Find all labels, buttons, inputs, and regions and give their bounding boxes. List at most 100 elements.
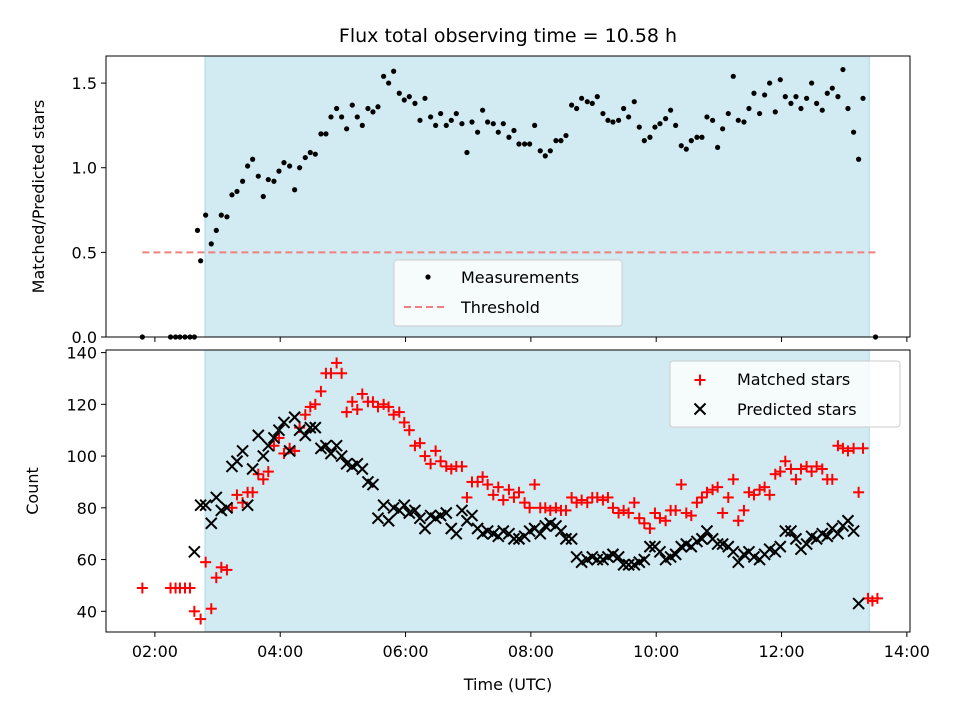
- measurement-point: [433, 122, 439, 129]
- bottom-legend-box: [669, 360, 901, 428]
- predicted-star-point: [398, 499, 411, 512]
- predicted-star-point: [371, 511, 385, 525]
- measurement-point: [464, 149, 470, 156]
- measurement-point: [506, 134, 512, 140]
- predicted-star-point: [847, 524, 860, 538]
- predicted-star-point: [774, 540, 787, 553]
- matched-star-point: [247, 486, 259, 498]
- matched-star-point: [743, 486, 755, 498]
- measurement-point: [443, 122, 449, 129]
- matched-star-point: [644, 523, 656, 535]
- matched-star-point: [356, 388, 368, 400]
- predicted-star-point: [246, 462, 259, 476]
- legend-dot: [425, 274, 431, 280]
- matched-star-point: [205, 603, 217, 615]
- matched-star-point: [623, 507, 635, 519]
- measurement-point: [657, 121, 663, 127]
- matched-star-point: [398, 416, 410, 428]
- matched-star-points: [136, 357, 883, 625]
- matched-star-point: [857, 442, 869, 454]
- measurement-point: [422, 95, 428, 101]
- predicted-star-point: [612, 550, 625, 564]
- measurement-point: [829, 85, 835, 91]
- measurement-point: [276, 168, 282, 174]
- measurement-point: [224, 214, 230, 220]
- measurement-point: [495, 129, 501, 135]
- predicted-star-point: [194, 499, 207, 512]
- matched-star-point: [685, 510, 697, 522]
- measurement-point: [777, 77, 783, 83]
- predicted-star-point: [283, 444, 296, 458]
- measurement-point: [260, 193, 266, 200]
- measurement-point: [725, 110, 731, 117]
- measurement-point: [312, 151, 318, 157]
- x-tick-label: 08:00: [508, 642, 554, 661]
- matched-star-point: [529, 479, 541, 491]
- measurement-point: [668, 107, 674, 113]
- measurement-point: [788, 100, 794, 106]
- measurement-point: [265, 176, 271, 183]
- measurement-point: [349, 102, 355, 108]
- matched-star-point: [409, 440, 421, 452]
- matched-star-point: [571, 497, 583, 509]
- measurement-point: [459, 121, 465, 127]
- bottom-y-ticks: 40 60 80 100 120 140: [66, 344, 106, 621]
- measurement-point: [579, 95, 585, 101]
- matched-star-point: [774, 466, 786, 478]
- measurement-point: [271, 178, 277, 184]
- predicted-star-point: [534, 527, 547, 540]
- matched-star-point: [696, 491, 708, 503]
- matched-star-point: [414, 437, 426, 449]
- bot-y-tick-label: 40: [77, 602, 97, 621]
- top-y-tick-label: 1.0: [72, 159, 97, 178]
- x-tick-label: 06:00: [382, 642, 428, 661]
- bottom-y-axis-label: Count: [23, 467, 42, 515]
- top-legend: Measurements Threshold: [393, 259, 623, 327]
- measurement-point: [323, 131, 329, 137]
- matched-star-point: [200, 556, 212, 568]
- measurement-point: [730, 73, 736, 79]
- top-legend-box: [393, 259, 623, 327]
- top-x-ticks: [154, 337, 908, 342]
- top-axes-frame: [105, 55, 911, 338]
- predicted-star-point: [230, 455, 244, 468]
- measurement-point: [751, 90, 757, 96]
- matched-star-point: [195, 613, 207, 625]
- legend-label-predicted-stars: Predicted stars: [737, 400, 857, 419]
- measurement-point: [500, 121, 506, 127]
- predicted-star-point: [711, 537, 724, 551]
- measurement-point: [851, 129, 857, 135]
- matched-star-point: [764, 489, 776, 501]
- matched-star-point: [477, 471, 489, 483]
- x-tick-label: 12:00: [758, 642, 804, 661]
- matched-star-point: [184, 582, 196, 594]
- measurement-point: [558, 138, 564, 144]
- matched-star-point: [602, 491, 614, 503]
- predicted-star-point: [617, 558, 630, 571]
- predicted-star-point: [653, 545, 667, 559]
- predicted-star-point: [304, 421, 317, 434]
- top-panel: 0.0 0.5 1.0 1.5 Flux total observing time =…: [29, 25, 911, 347]
- predicted-star-point: [465, 509, 479, 522]
- measurement-point: [720, 126, 726, 132]
- measurement-point: [516, 141, 522, 147]
- measurement-point: [589, 100, 595, 106]
- measurement-point: [213, 227, 219, 233]
- measurement-point: [401, 97, 407, 103]
- matched-star-point: [826, 473, 838, 485]
- matched-star-point: [268, 440, 280, 452]
- matched-star-point: [315, 385, 327, 397]
- predicted-star-point: [841, 514, 855, 527]
- matched-star-point: [712, 481, 724, 493]
- matched-star-point: [566, 491, 578, 503]
- measurement-point: [757, 110, 763, 117]
- predicted-star-point: [789, 532, 803, 546]
- matched-star-point: [336, 367, 348, 379]
- measurement-point: [860, 95, 866, 101]
- measurement-point: [532, 122, 538, 129]
- measurement-point: [735, 117, 741, 123]
- predicted-star-point: [727, 545, 740, 559]
- measurement-point: [328, 114, 334, 120]
- matched-star-point: [403, 424, 415, 436]
- legend-cross: [693, 402, 707, 416]
